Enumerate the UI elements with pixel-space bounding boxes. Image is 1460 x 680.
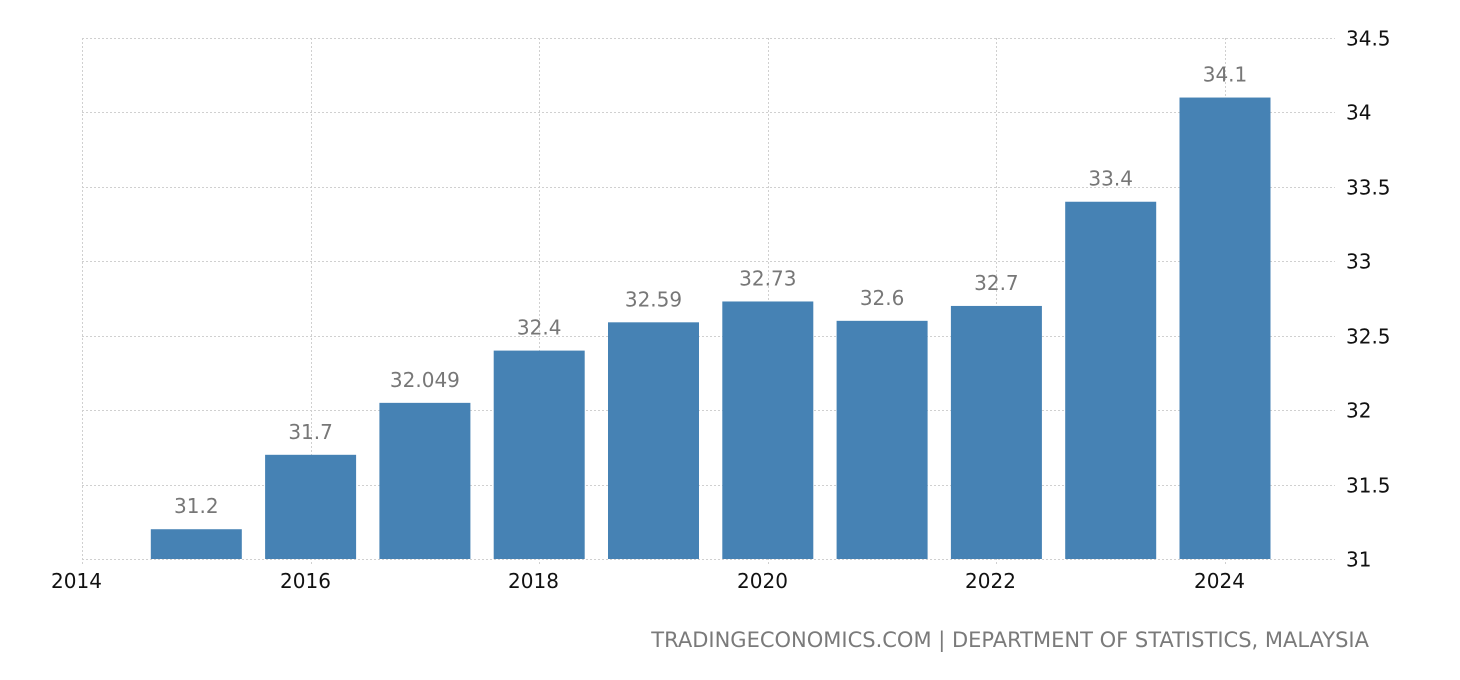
x-tick-label: 2020 (737, 569, 788, 593)
y-tick-label: 33.5 (1346, 176, 1391, 200)
bar-value-label: 31.7 (288, 420, 333, 444)
bar-value-label: 32.59 (625, 287, 682, 311)
y-tick-label: 32 (1346, 399, 1371, 423)
y-tick-label: 31 (1346, 548, 1371, 572)
bar-value-label: 32.73 (739, 266, 796, 290)
x-tick-label: 2018 (508, 569, 559, 593)
bar-2022[interactable] (950, 305, 1042, 559)
x-axis: 2014 2016 2018 2020 2022 2024 (51, 569, 1245, 593)
bar-value-label: 34.1 (1203, 63, 1248, 87)
bar-2018[interactable] (493, 350, 585, 559)
bar-2023[interactable] (1065, 201, 1157, 559)
bar-value-label: 32.4 (517, 316, 562, 340)
bar-2020[interactable] (722, 301, 814, 559)
y-axis: 31 31.5 32 32.5 33 33.5 34 34.5 (1346, 27, 1391, 572)
y-tick-label: 32.5 (1346, 325, 1391, 349)
y-tick-label: 33 (1346, 250, 1371, 274)
bars (150, 97, 1271, 560)
bar-2016[interactable] (265, 454, 357, 559)
x-tick-label: 2016 (280, 569, 331, 593)
bar-2019[interactable] (608, 322, 699, 559)
x-tick-label: 2024 (1194, 569, 1245, 593)
source-attribution: TRADINGECONOMICS.COM | DEPARTMENT OF STA… (651, 628, 1369, 652)
bar-value-label: 32.6 (860, 286, 905, 310)
bar-value-label: 31.2 (174, 494, 219, 518)
bar-2024[interactable] (1179, 97, 1271, 560)
bar-value-labels: 31.2 31.7 32.049 32.4 32.59 32.73 32.6 32.7 33.4… (174, 63, 1247, 519)
bar-2021[interactable] (836, 320, 928, 559)
bar-value-label: 33.4 (1088, 167, 1133, 191)
y-tick-label: 31.5 (1346, 474, 1391, 498)
bar-value-label: 32.7 (974, 271, 1019, 295)
bar-value-label: 32.049 (390, 368, 460, 392)
y-tick-label: 34 (1346, 101, 1371, 125)
bar-2017[interactable] (379, 402, 471, 559)
bar-2015[interactable] (150, 529, 242, 559)
x-tick-label: 2022 (965, 569, 1016, 593)
y-tick-label: 34.5 (1346, 27, 1391, 51)
x-tick-label: 2014 (51, 569, 102, 593)
